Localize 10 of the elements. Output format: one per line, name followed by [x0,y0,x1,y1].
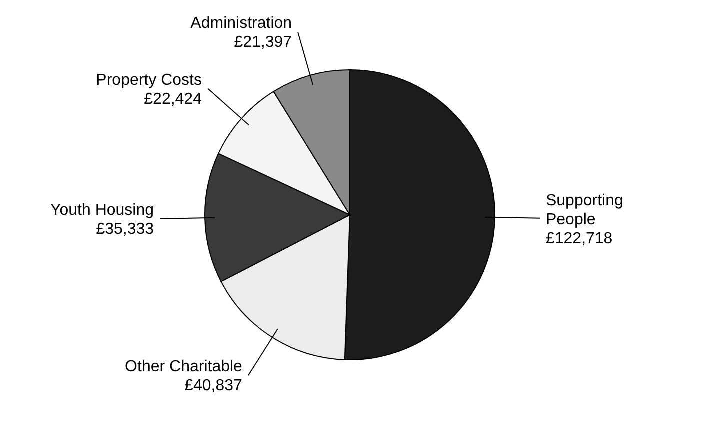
data-label: £122,718 [546,230,613,248]
data-label: £22,424 [144,90,202,108]
slice-label: Administration [190,15,292,32]
data-label: £21,397 [234,34,292,52]
slice-label: Property Costs [96,72,202,89]
slice-label: Youth Housing [50,202,154,219]
data-label: £35,333 [96,220,154,238]
slice-label: Supporting People [546,192,624,228]
data-label: £40,837 [184,378,243,395]
slice-label: Other Charitable [125,358,243,376]
